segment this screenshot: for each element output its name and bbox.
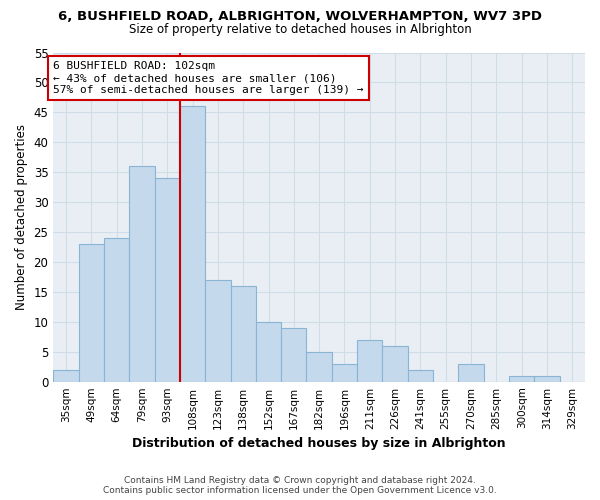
Bar — [53, 370, 79, 382]
Bar — [458, 364, 484, 382]
X-axis label: Distribution of detached houses by size in Albrighton: Distribution of detached houses by size … — [133, 437, 506, 450]
Bar — [129, 166, 155, 382]
Bar — [230, 286, 256, 382]
Text: 6, BUSHFIELD ROAD, ALBRIGHTON, WOLVERHAMPTON, WV7 3PD: 6, BUSHFIELD ROAD, ALBRIGHTON, WOLVERHAM… — [58, 10, 542, 23]
Bar — [155, 178, 180, 382]
Text: Size of property relative to detached houses in Albrighton: Size of property relative to detached ho… — [128, 22, 472, 36]
Text: Contains HM Land Registry data © Crown copyright and database right 2024.
Contai: Contains HM Land Registry data © Crown c… — [103, 476, 497, 495]
Bar — [205, 280, 230, 382]
Y-axis label: Number of detached properties: Number of detached properties — [15, 124, 28, 310]
Text: 6 BUSHFIELD ROAD: 102sqm
← 43% of detached houses are smaller (106)
57% of semi-: 6 BUSHFIELD ROAD: 102sqm ← 43% of detach… — [53, 62, 364, 94]
Bar — [332, 364, 357, 382]
Bar — [281, 328, 307, 382]
Bar — [256, 322, 281, 382]
Bar — [307, 352, 332, 382]
Bar — [408, 370, 433, 382]
Bar — [509, 376, 535, 382]
Bar — [79, 244, 104, 382]
Bar — [180, 106, 205, 382]
Bar — [382, 346, 408, 382]
Bar — [357, 340, 382, 382]
Bar — [535, 376, 560, 382]
Bar — [104, 238, 129, 382]
